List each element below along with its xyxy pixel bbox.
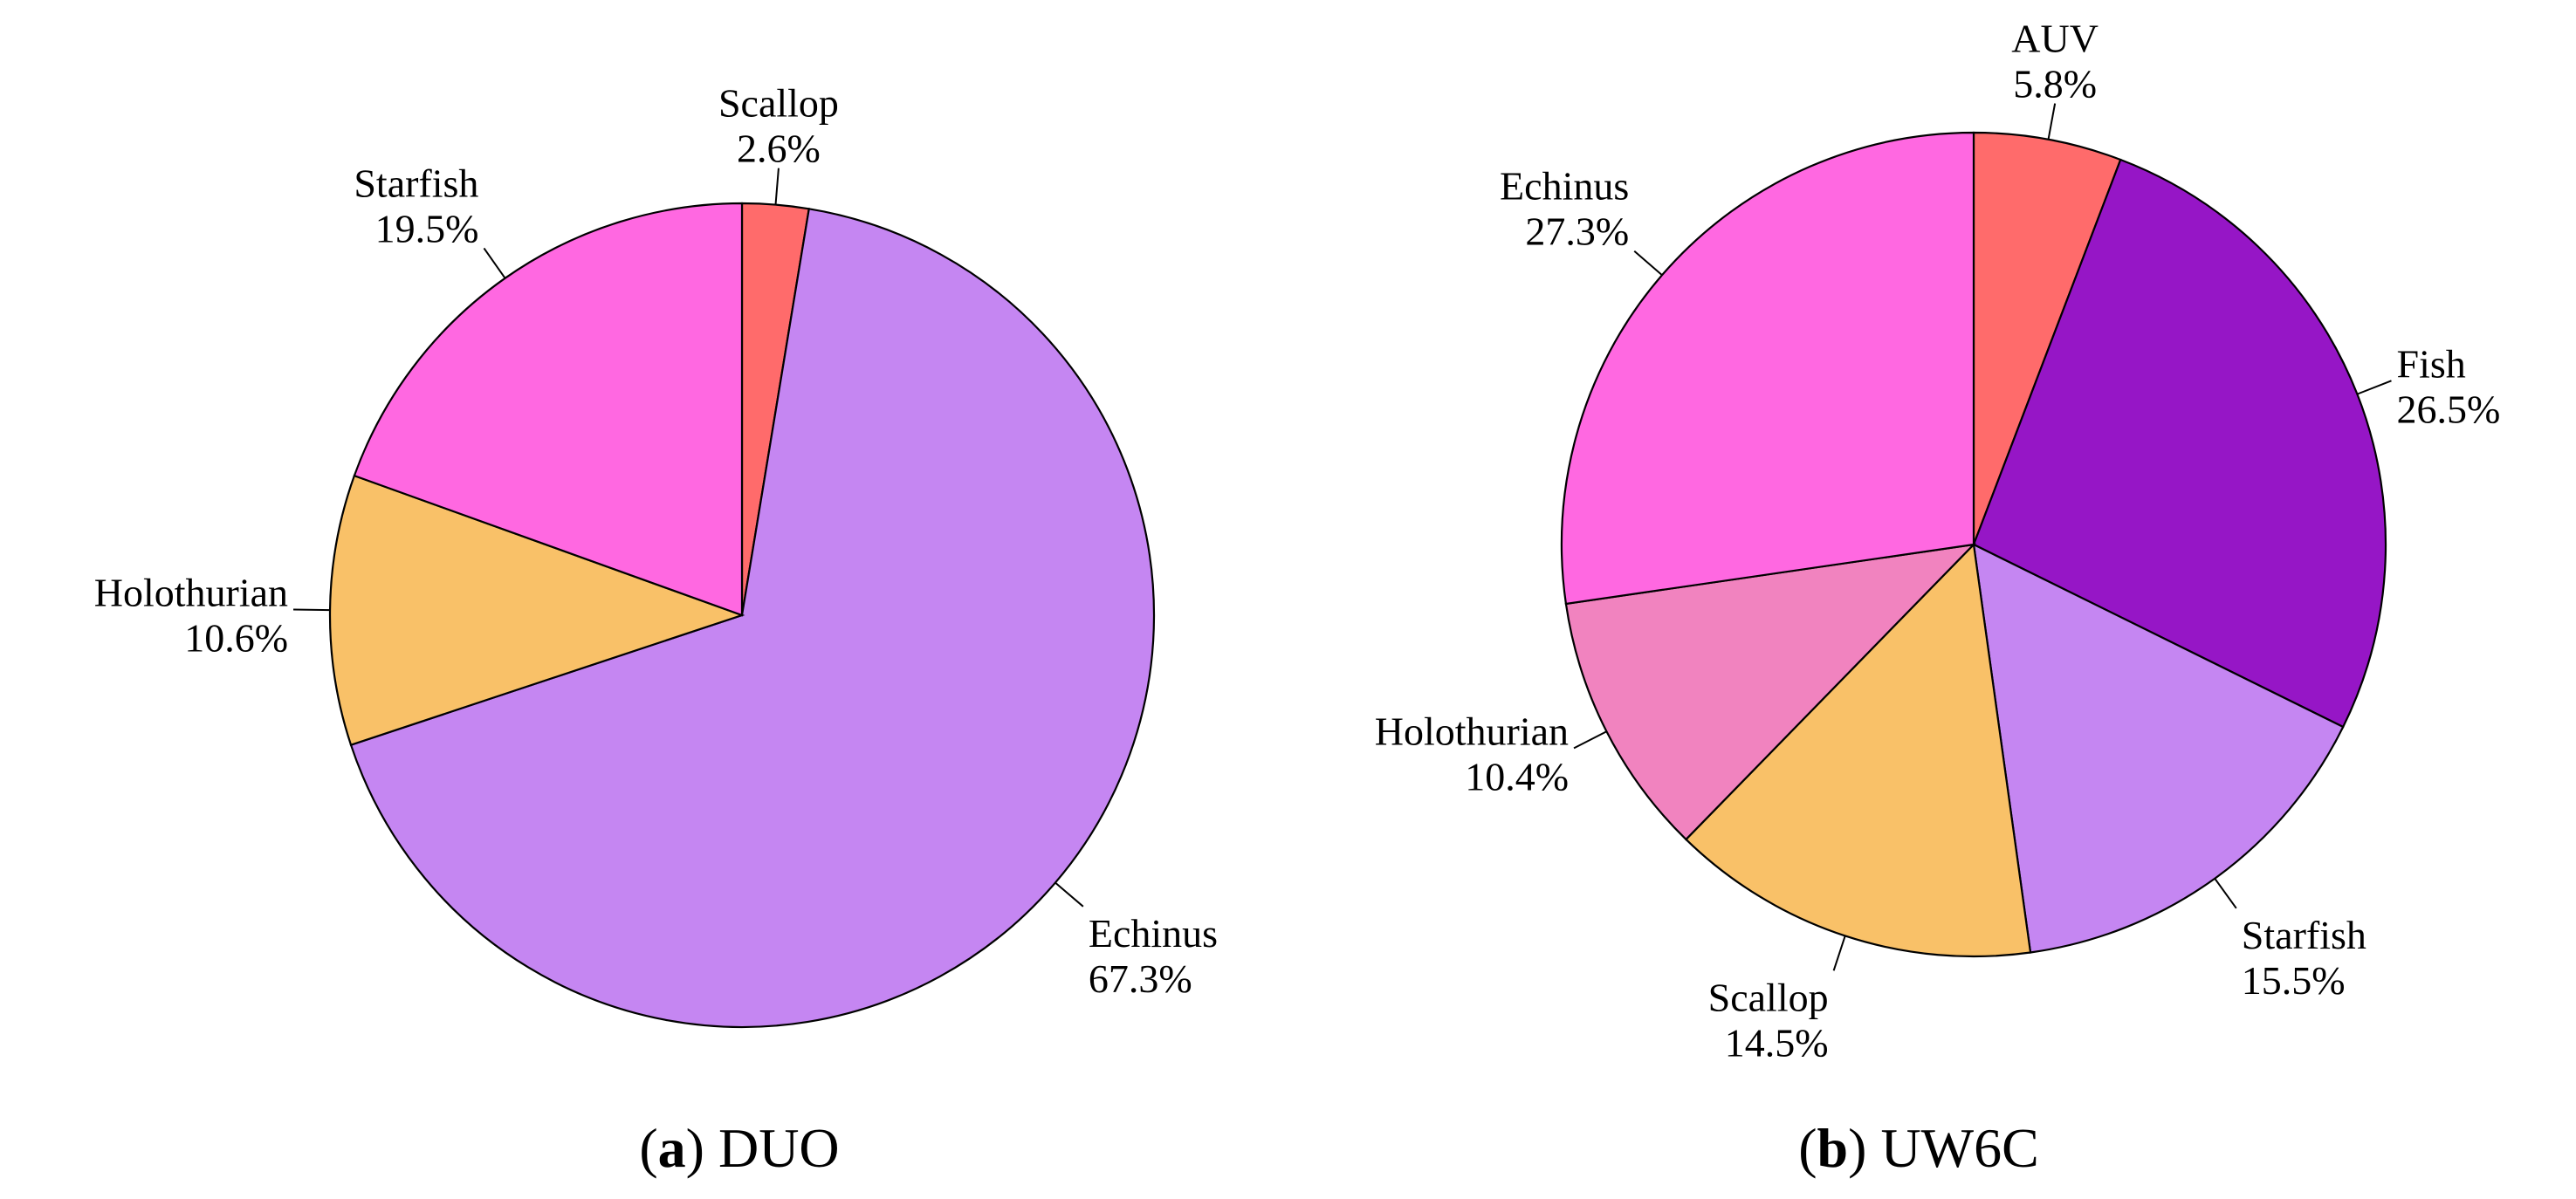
uw6c-slice-scallop [1684, 542, 2032, 958]
uw6c-label-scallop: Scallop 14.5% [1708, 975, 1829, 1065]
uw6c-leader-fish [2357, 380, 2392, 395]
duo-label-starfish: Starfish 19.5% [354, 161, 478, 250]
uw6c-label-name-scallop: Scallop [1708, 975, 1829, 1019]
duo-label-name-echinus: Echinus [1089, 911, 1218, 956]
uw6c-label-percent-auv: 5.8% [2013, 62, 2097, 106]
duo-label-name-holothurian: Holothurian [94, 571, 288, 615]
duo-leader-scallop [774, 168, 780, 205]
duo-label-holothurian: Holothurian 10.6% [94, 571, 288, 661]
uw6c-label-percent-echinus: 27.3% [1525, 209, 1629, 254]
uw6c-label-auv: AUV 5.8% [2011, 17, 2099, 106]
uw6c-slice-echinus [1560, 131, 1975, 606]
uw6c-leader-auv [2047, 103, 2057, 140]
caption-a-name: DUO [718, 1117, 840, 1179]
uw6c-label-name-holothurian: Holothurian [1375, 709, 1569, 753]
duo-label-percent-holothurian: 10.6% [184, 616, 288, 661]
duo-label-name-starfish: Starfish [354, 161, 478, 205]
uw6c-label-name-auv: AUV [2011, 17, 2099, 61]
duo-label-percent-echinus: 67.3% [1089, 956, 1192, 1001]
uw6c-pie-chart: AUV 5.8% Fish 26.5% Starfish 15.5% Scallop 14.5… [1375, 17, 2501, 1065]
uw6c-leader-holothurian [1573, 730, 1607, 750]
duo-label-percent-scallop: 2.6% [737, 127, 821, 171]
duo-label-name-scallop: Scallop [718, 81, 839, 126]
uw6c-slice-auv [1972, 131, 2122, 545]
uw6c-slice-fish [1972, 158, 2387, 729]
caption-a: (a) DUO [639, 1117, 839, 1179]
duo-label-percent-starfish: 19.5% [375, 206, 479, 250]
uw6c-leader-echinus [1633, 250, 1663, 276]
uw6c-slice-starfish [1972, 543, 2345, 954]
uw6c-label-percent-holothurian: 10.4% [1465, 754, 1569, 798]
duo-leader-starfish [483, 247, 506, 279]
uw6c-label-name-echinus: Echinus [1500, 164, 1629, 209]
caption-a-letter: a [658, 1117, 686, 1179]
uw6c-label-holothurian: Holothurian 10.4% [1375, 709, 1569, 798]
uw6c-label-percent-fish: 26.5% [2397, 387, 2501, 431]
duo-label-scallop: Scallop 2.6% [718, 81, 839, 171]
duo-leader-holothurian [293, 608, 331, 612]
uw6c-label-name-starfish: Starfish [2242, 913, 2366, 957]
duo-slice-echinus [349, 208, 1156, 1029]
uw6c-label-fish: Fish 26.5% [2397, 341, 2501, 431]
uw6c-label-percent-scallop: 14.5% [1725, 1020, 1829, 1065]
uw6c-leader-starfish [2214, 878, 2237, 909]
duo-pie-chart: Scallop 2.6% Echinus 67.3% Holothurian 10.6% S… [94, 81, 1218, 1029]
uw6c-label-starfish: Starfish 15.5% [2242, 913, 2366, 1003]
uw6c-slice-holothurian [1564, 543, 1977, 841]
caption-b-name: UW6C [1880, 1117, 2038, 1179]
uw6c-label-name-fish: Fish [2397, 341, 2466, 386]
caption-b: (b) UW6C [1798, 1117, 2039, 1179]
uw6c-label-percent-starfish: 15.5% [2242, 958, 2346, 1003]
caption-b-letter: b [1817, 1117, 1849, 1179]
uw6c-label-echinus: Echinus 27.3% [1500, 164, 1629, 254]
duo-leader-echinus [1054, 881, 1084, 908]
uw6c-leader-scallop [1832, 935, 1846, 971]
duo-label-echinus: Echinus 67.3% [1089, 911, 1218, 1001]
